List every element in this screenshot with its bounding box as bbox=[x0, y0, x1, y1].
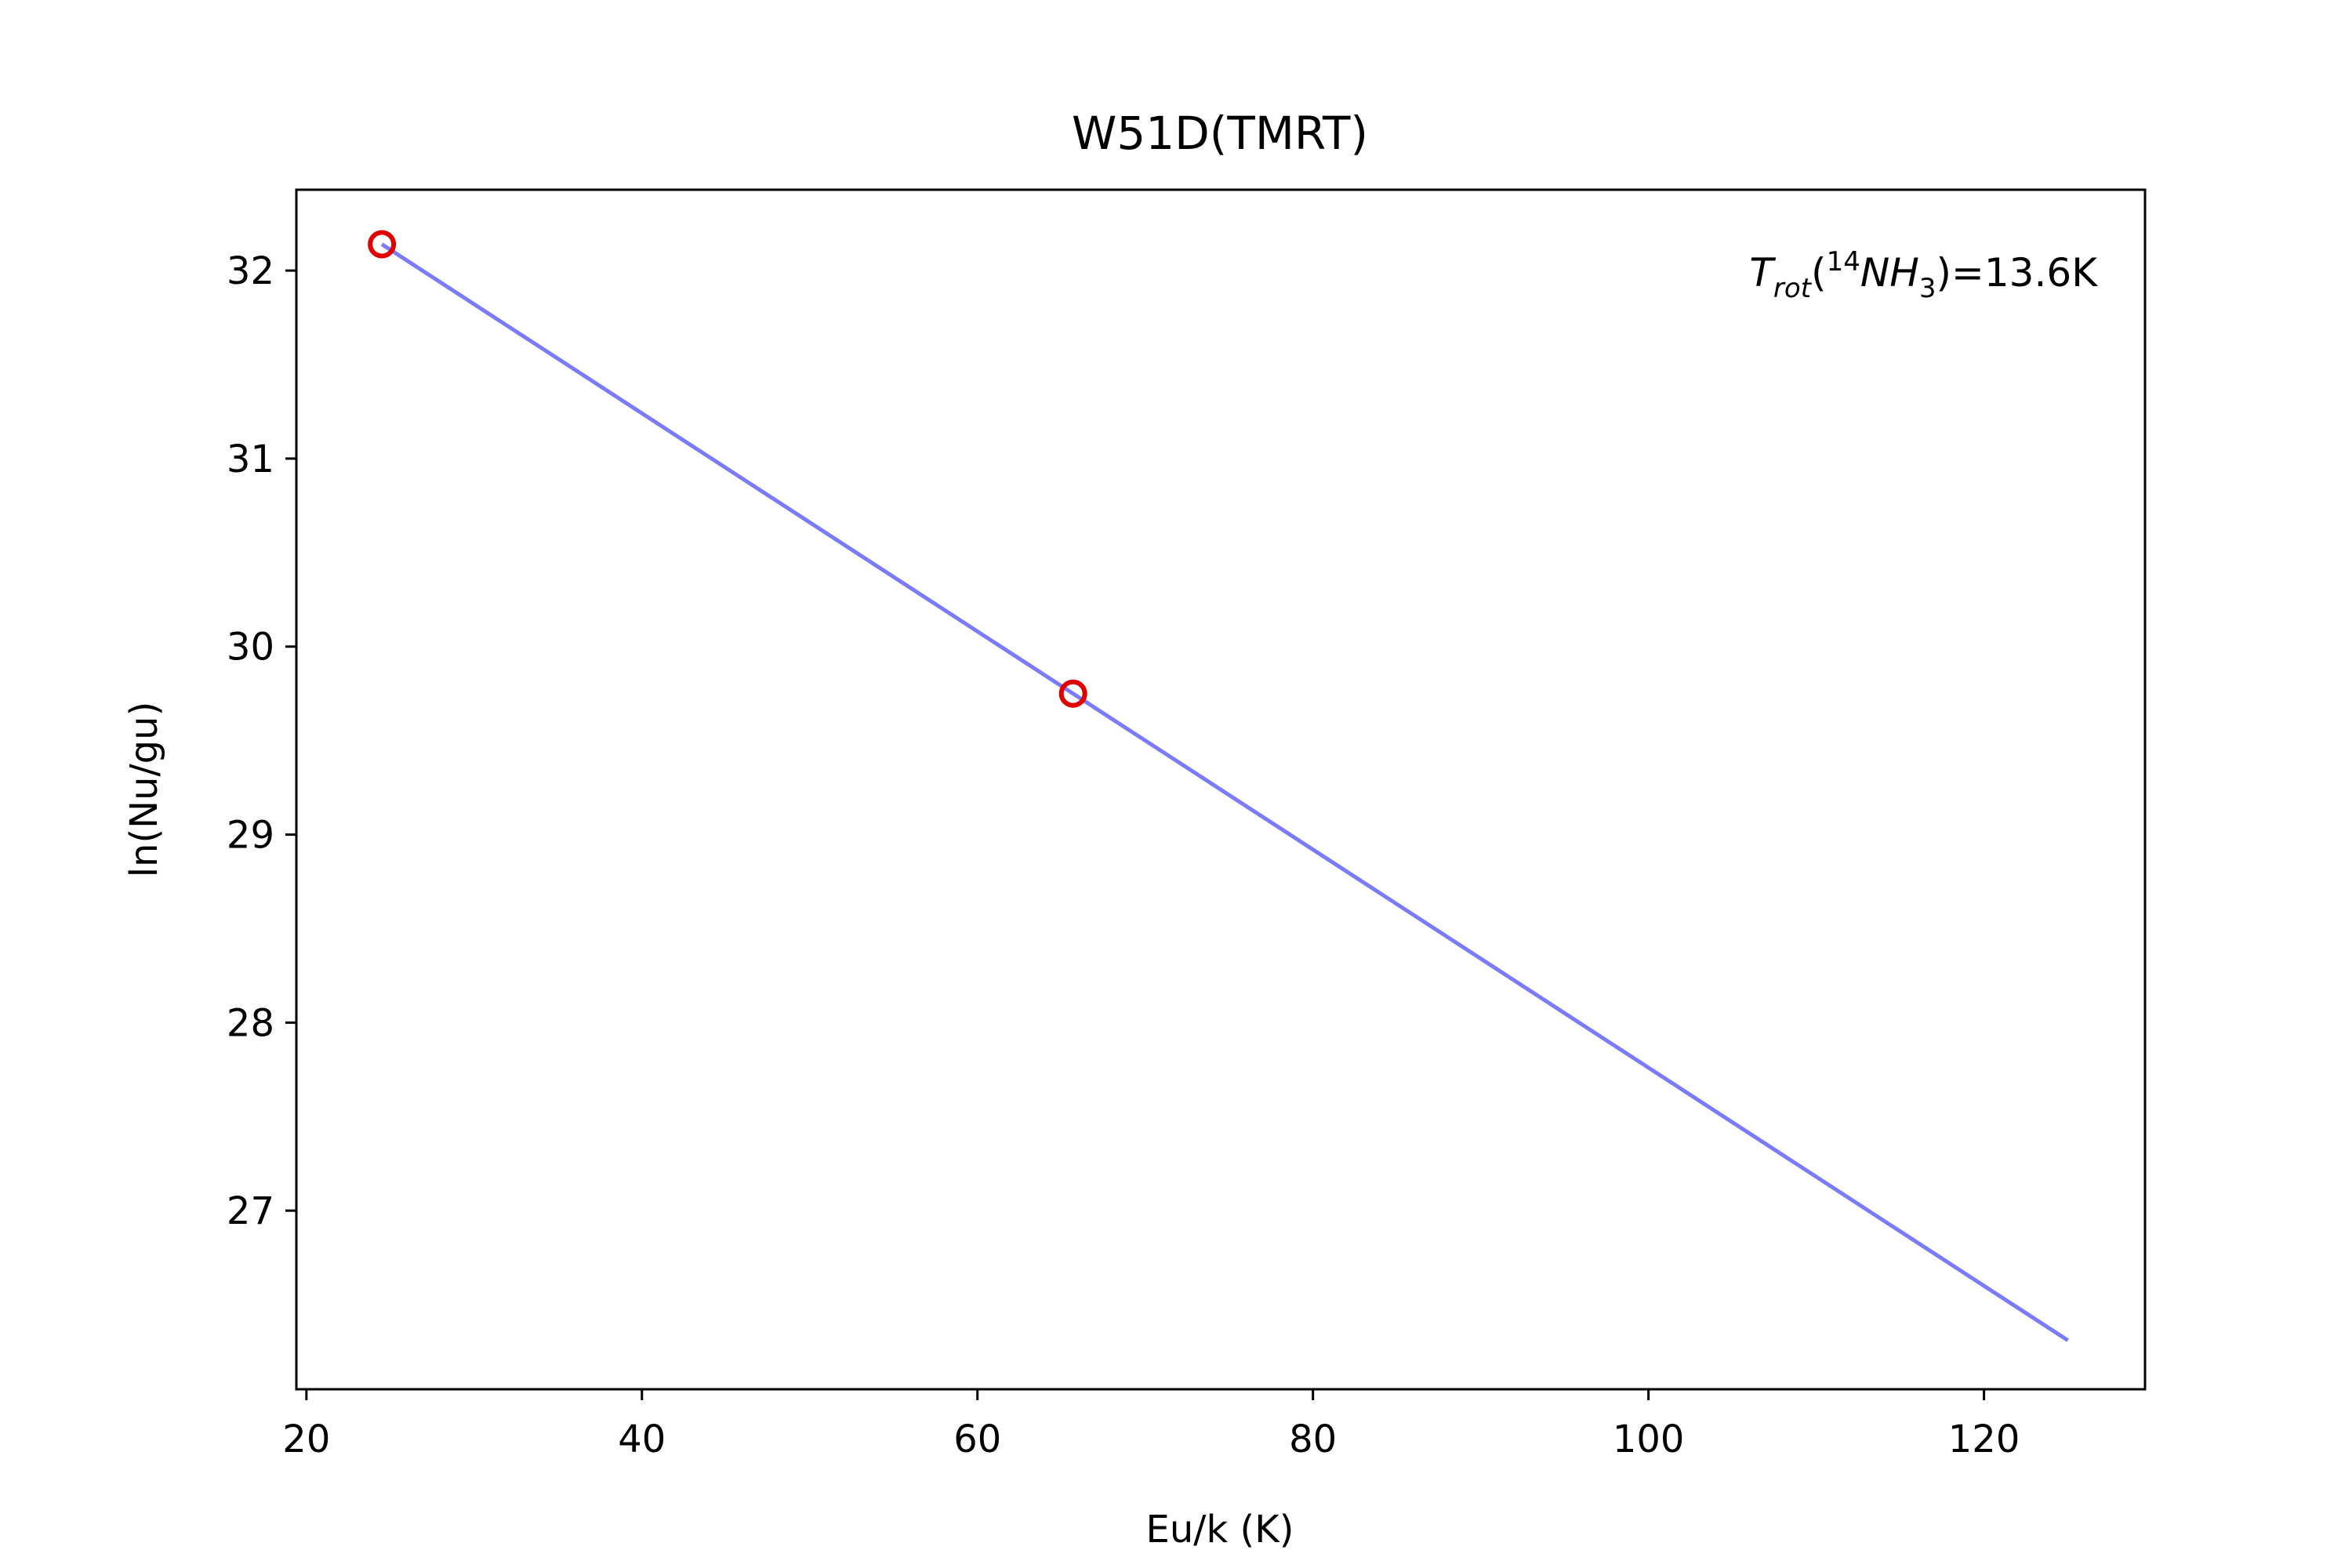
x-tick-label: 100 bbox=[1613, 1417, 1685, 1461]
rotation-temperature-annotation: Trot(14NH3)=13.6K bbox=[1749, 246, 2098, 304]
series-layer bbox=[368, 230, 2069, 1342]
data-point-marker bbox=[368, 230, 397, 259]
plot-frame bbox=[295, 188, 2147, 1391]
fit-line bbox=[380, 242, 2069, 1342]
x-axis-label: Eu/k (K) bbox=[1146, 1508, 1294, 1552]
y-axis-ticks: 27 28 29 30 31 32 bbox=[227, 249, 296, 1233]
y-axis-label: ln(Nu/gu) bbox=[122, 702, 166, 878]
annotation-isotope-superscript: 14 bbox=[1827, 246, 1860, 278]
x-tick-label: 20 bbox=[282, 1417, 330, 1461]
annotation-value: )=13.6K bbox=[1936, 250, 2098, 296]
x-tick-label: 80 bbox=[1289, 1417, 1337, 1461]
annotation-rot-subscript: rot bbox=[1773, 273, 1813, 304]
annotation-nh: NH bbox=[1860, 250, 1919, 296]
annotation-3-subscript: 3 bbox=[1919, 273, 1936, 304]
data-point-marker bbox=[1058, 679, 1087, 708]
y-tick-label: 32 bbox=[227, 249, 274, 293]
y-tick-label: 27 bbox=[227, 1189, 274, 1233]
annotation-t: T bbox=[1749, 250, 1776, 296]
x-tick-label: 120 bbox=[1948, 1417, 2020, 1461]
chart-title: W51D(TMRT) bbox=[1072, 107, 1368, 160]
annotation-open-paren: ( bbox=[1811, 250, 1827, 296]
x-tick-label: 60 bbox=[953, 1417, 1001, 1461]
x-tick-label: 40 bbox=[618, 1417, 666, 1461]
y-tick-label: 28 bbox=[227, 1001, 274, 1045]
y-tick-label: 30 bbox=[227, 626, 274, 670]
y-tick-label: 29 bbox=[227, 814, 274, 858]
y-tick-label: 31 bbox=[227, 437, 274, 481]
x-axis-ticks: 20 40 60 80 100 120 bbox=[282, 1389, 2020, 1461]
